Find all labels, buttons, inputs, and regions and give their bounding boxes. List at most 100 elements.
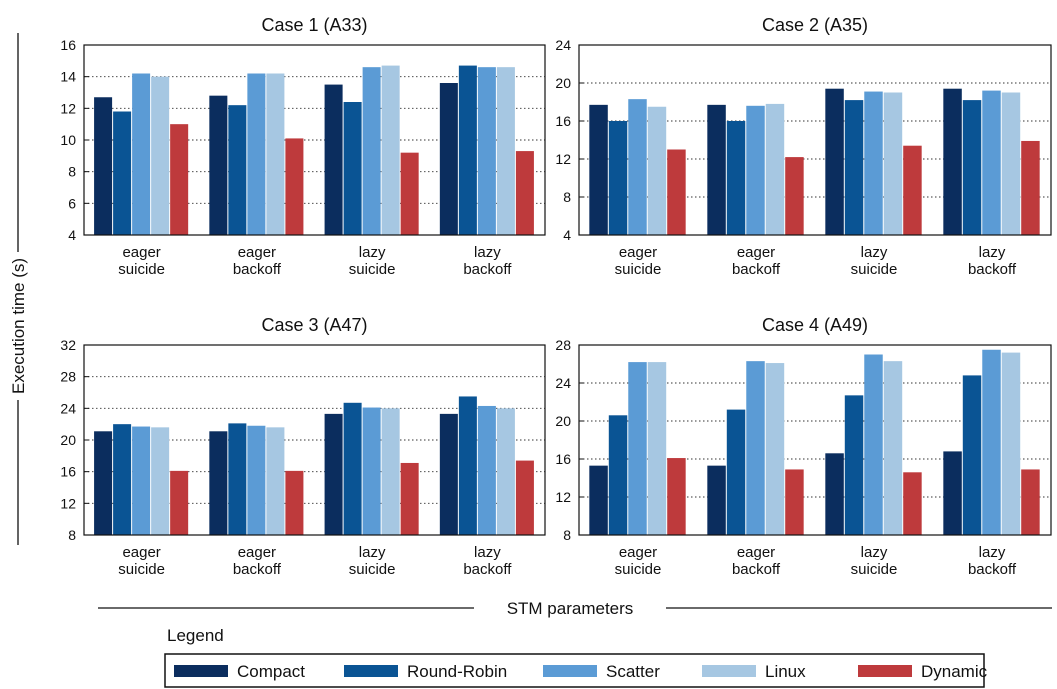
bar-dynamic-4 — [515, 460, 534, 535]
category-label: backoff — [463, 261, 512, 278]
category-label: eager — [619, 244, 657, 261]
bar-linux-2 — [765, 103, 785, 236]
legend-swatch-dynamic — [858, 665, 912, 677]
y-tick-label: 12 — [60, 100, 76, 116]
bar-compact-4 — [439, 83, 458, 235]
bar-dynamic-2 — [785, 469, 804, 535]
bar-round-robin-2 — [228, 105, 247, 236]
bar-compact-1 — [94, 97, 113, 235]
bar-compact-1 — [94, 431, 113, 535]
legend-title: Legend — [167, 626, 224, 645]
bar-compact-1 — [589, 465, 608, 535]
bar-linux-4 — [1001, 92, 1021, 235]
y-tick-label: 12 — [60, 495, 76, 511]
bar-compact-1 — [589, 104, 608, 235]
bar-compact-2 — [209, 431, 228, 535]
bar-compact-2 — [209, 95, 228, 236]
bar-scatter-1 — [628, 362, 647, 535]
plot-frame — [578, 344, 1052, 536]
bar-dynamic-1 — [170, 470, 189, 535]
chart-panel-4: Case 4 (A49)81216202428eagersuicideeager… — [555, 315, 1052, 578]
bar-dynamic-3 — [400, 462, 419, 535]
bar-linux-1 — [647, 106, 667, 235]
chart-title: Case 2 (A35) — [762, 15, 868, 35]
category-label: suicide — [851, 561, 898, 578]
bar-linux-3 — [883, 92, 903, 235]
category-label: suicide — [118, 261, 165, 278]
bar-scatter-1 — [132, 426, 151, 535]
bar-round-robin-4 — [962, 100, 982, 235]
y-axis-label-group: Execution time (s) — [9, 33, 28, 545]
bar-linux-4 — [496, 67, 515, 236]
bar-round-robin-3 — [844, 395, 864, 535]
bar-scatter-2 — [247, 425, 266, 535]
bar-round-robin-1 — [608, 121, 628, 235]
y-tick-label: 32 — [60, 337, 76, 353]
plot-frame — [83, 344, 546, 536]
y-tick-label: 12 — [555, 489, 571, 505]
y-axis-label: Execution time (s) — [9, 258, 28, 394]
bar-dynamic-4 — [1021, 140, 1040, 235]
bar-linux-4 — [496, 408, 515, 535]
bar-round-robin-4 — [458, 396, 477, 535]
chart-title: Case 4 (A49) — [762, 315, 868, 335]
legend-box — [164, 653, 985, 688]
category-label: lazy — [861, 544, 888, 561]
bar-compact-3 — [324, 413, 343, 535]
y-tick-label: 8 — [68, 527, 76, 543]
bar-round-robin-1 — [608, 415, 628, 535]
bar-linux-3 — [883, 361, 903, 535]
y-tick-label: 8 — [563, 527, 571, 543]
bar-dynamic-2 — [785, 157, 804, 235]
x-axis-label: STM parameters — [507, 599, 634, 618]
category-label: eager — [619, 544, 657, 561]
bar-linux-2 — [266, 427, 285, 535]
y-tick-label: 20 — [555, 413, 571, 429]
bar-linux-3 — [381, 65, 400, 235]
bar-linux-2 — [765, 363, 785, 535]
bar-dynamic-2 — [285, 470, 304, 535]
bar-compact-4 — [943, 88, 962, 235]
bar-compact-3 — [324, 84, 343, 235]
y-tick-label: 24 — [555, 375, 571, 391]
bar-linux-1 — [647, 362, 667, 535]
category-label: backoff — [233, 561, 282, 578]
bar-compact-3 — [825, 453, 844, 535]
chart-title: Case 3 (A47) — [261, 315, 367, 335]
category-label: backoff — [968, 561, 1017, 578]
y-tick-label: 10 — [60, 132, 76, 148]
bar-dynamic-1 — [667, 149, 686, 235]
category-label: suicide — [615, 261, 662, 278]
y-tick-label: 8 — [68, 164, 76, 180]
bar-scatter-4 — [982, 349, 1001, 535]
category-label: suicide — [851, 261, 898, 278]
category-label: lazy — [474, 544, 501, 561]
y-tick-label: 28 — [555, 337, 571, 353]
legend-label: Compact — [237, 662, 305, 681]
y-tick-label: 12 — [555, 151, 571, 167]
bar-scatter-4 — [982, 90, 1001, 235]
chart-panel-1: Case 1 (A33)46810121416eagersuicideeager… — [60, 15, 546, 278]
bar-round-robin-1 — [113, 111, 132, 235]
category-label: eager — [122, 544, 160, 561]
bar-compact-2 — [707, 104, 726, 235]
bar-scatter-1 — [132, 73, 151, 235]
bar-scatter-3 — [864, 354, 883, 535]
y-tick-label: 24 — [60, 400, 76, 416]
y-tick-label: 8 — [563, 189, 571, 205]
bar-linux-2 — [266, 73, 285, 235]
bar-round-robin-3 — [844, 100, 864, 235]
bar-scatter-4 — [477, 405, 496, 535]
x-axis-label-group: STM parameters — [98, 599, 1052, 618]
bar-compact-4 — [439, 413, 458, 535]
bar-dynamic-4 — [1021, 469, 1040, 535]
bar-round-robin-4 — [458, 65, 477, 235]
category-label: suicide — [615, 561, 662, 578]
chart-panel-3: Case 3 (A47)8121620242832eagersuicideeag… — [60, 315, 546, 578]
bar-scatter-2 — [746, 105, 765, 235]
legend-swatch-round-robin — [344, 665, 398, 677]
category-label: eager — [122, 244, 160, 261]
chart-panel-2: Case 2 (A35)4812162024eagersuicideeagerb… — [555, 15, 1052, 278]
bar-linux-1 — [151, 76, 170, 236]
category-label: lazy — [474, 244, 501, 261]
